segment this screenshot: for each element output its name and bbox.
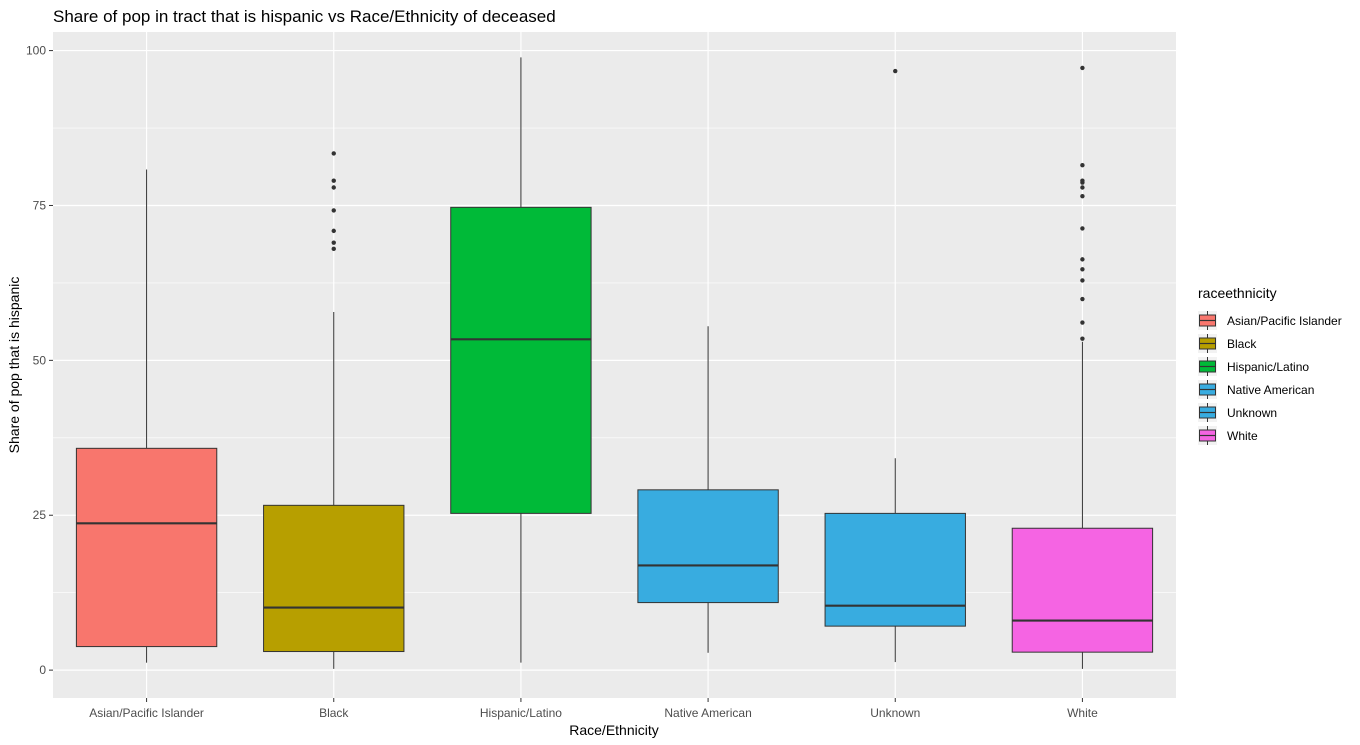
outlier-point bbox=[331, 185, 336, 190]
x-tick-label: White bbox=[1067, 706, 1098, 720]
x-tick-label: Hispanic/Latino bbox=[480, 706, 562, 720]
legend-label: Asian/Pacific Islander bbox=[1227, 314, 1342, 328]
outlier-point bbox=[1080, 296, 1085, 302]
x-tick-label: Unknown bbox=[870, 706, 920, 720]
x-axis-title: Race/Ethnicity bbox=[569, 722, 658, 738]
outlier-point bbox=[1080, 226, 1085, 231]
boxes bbox=[75, 57, 1154, 669]
legend-label: White bbox=[1227, 429, 1258, 443]
outlier-point bbox=[1080, 320, 1085, 325]
x-tick-label: Native American bbox=[664, 706, 751, 720]
box-group bbox=[450, 57, 592, 663]
outlier-point bbox=[1080, 178, 1085, 183]
y-tick-label: 100 bbox=[26, 44, 46, 58]
minor-gridlines bbox=[53, 127, 1176, 593]
outlier-point bbox=[1080, 163, 1085, 168]
x-tick-label: Asian/Pacific Islander bbox=[89, 706, 204, 720]
outlier-point bbox=[1080, 336, 1085, 341]
y-axis-title: Share of pop that is hispanic bbox=[6, 277, 22, 454]
outlier-point bbox=[331, 246, 336, 252]
legend-label: Native American bbox=[1227, 383, 1314, 397]
outlier-point bbox=[1080, 185, 1085, 190]
outlier-point bbox=[893, 68, 898, 74]
y-tick-label: 75 bbox=[33, 198, 47, 212]
box-body bbox=[1011, 527, 1154, 653]
chart-title: Share of pop in tract that is hispanic v… bbox=[53, 7, 556, 26]
box-group bbox=[637, 326, 779, 653]
x-tick-label: Black bbox=[319, 706, 349, 720]
y-tick-label: 25 bbox=[33, 508, 47, 522]
outlier-point bbox=[331, 208, 336, 213]
legend: raceethnicity Asian/Pacific Islander Blac… bbox=[1198, 285, 1342, 445]
legend-item: Unknown bbox=[1198, 403, 1277, 422]
legend-item: Native American bbox=[1198, 380, 1314, 399]
outlier-point bbox=[1080, 267, 1085, 272]
outlier-point bbox=[331, 228, 336, 234]
y-axis-ticks: 0 25 50 75 100 bbox=[26, 44, 53, 677]
box-body bbox=[450, 206, 592, 514]
outlier-point bbox=[1080, 278, 1085, 283]
box-group bbox=[263, 151, 405, 669]
outlier-point bbox=[331, 178, 336, 183]
outlier-point bbox=[1080, 257, 1085, 262]
legend-item: Black bbox=[1198, 334, 1257, 353]
y-tick-label: 50 bbox=[33, 353, 47, 367]
legend-item: Asian/Pacific Islander bbox=[1198, 311, 1342, 330]
outlier-point bbox=[331, 151, 336, 156]
outlier-point bbox=[331, 240, 336, 245]
box-body bbox=[824, 512, 966, 627]
legend-label: Black bbox=[1227, 337, 1257, 351]
box-body bbox=[637, 489, 779, 604]
plot-panel bbox=[53, 32, 1176, 698]
y-tick-label: 0 bbox=[39, 663, 46, 677]
x-axis-ticks: Asian/Pacific Islander Black Hispanic/Lati… bbox=[89, 698, 1098, 720]
box-group bbox=[824, 68, 966, 663]
box-body bbox=[263, 504, 405, 653]
outlier-point bbox=[1080, 65, 1085, 71]
legend-item: Hispanic/Latino bbox=[1198, 357, 1309, 376]
box-group bbox=[1011, 65, 1154, 669]
legend-title: raceethnicity bbox=[1198, 285, 1277, 301]
box-group bbox=[75, 169, 218, 663]
legend-label: Hispanic/Latino bbox=[1227, 360, 1309, 374]
outlier-point bbox=[1080, 193, 1085, 199]
box-body bbox=[75, 447, 218, 648]
legend-item: White bbox=[1198, 426, 1258, 445]
legend-label: Unknown bbox=[1227, 406, 1277, 420]
